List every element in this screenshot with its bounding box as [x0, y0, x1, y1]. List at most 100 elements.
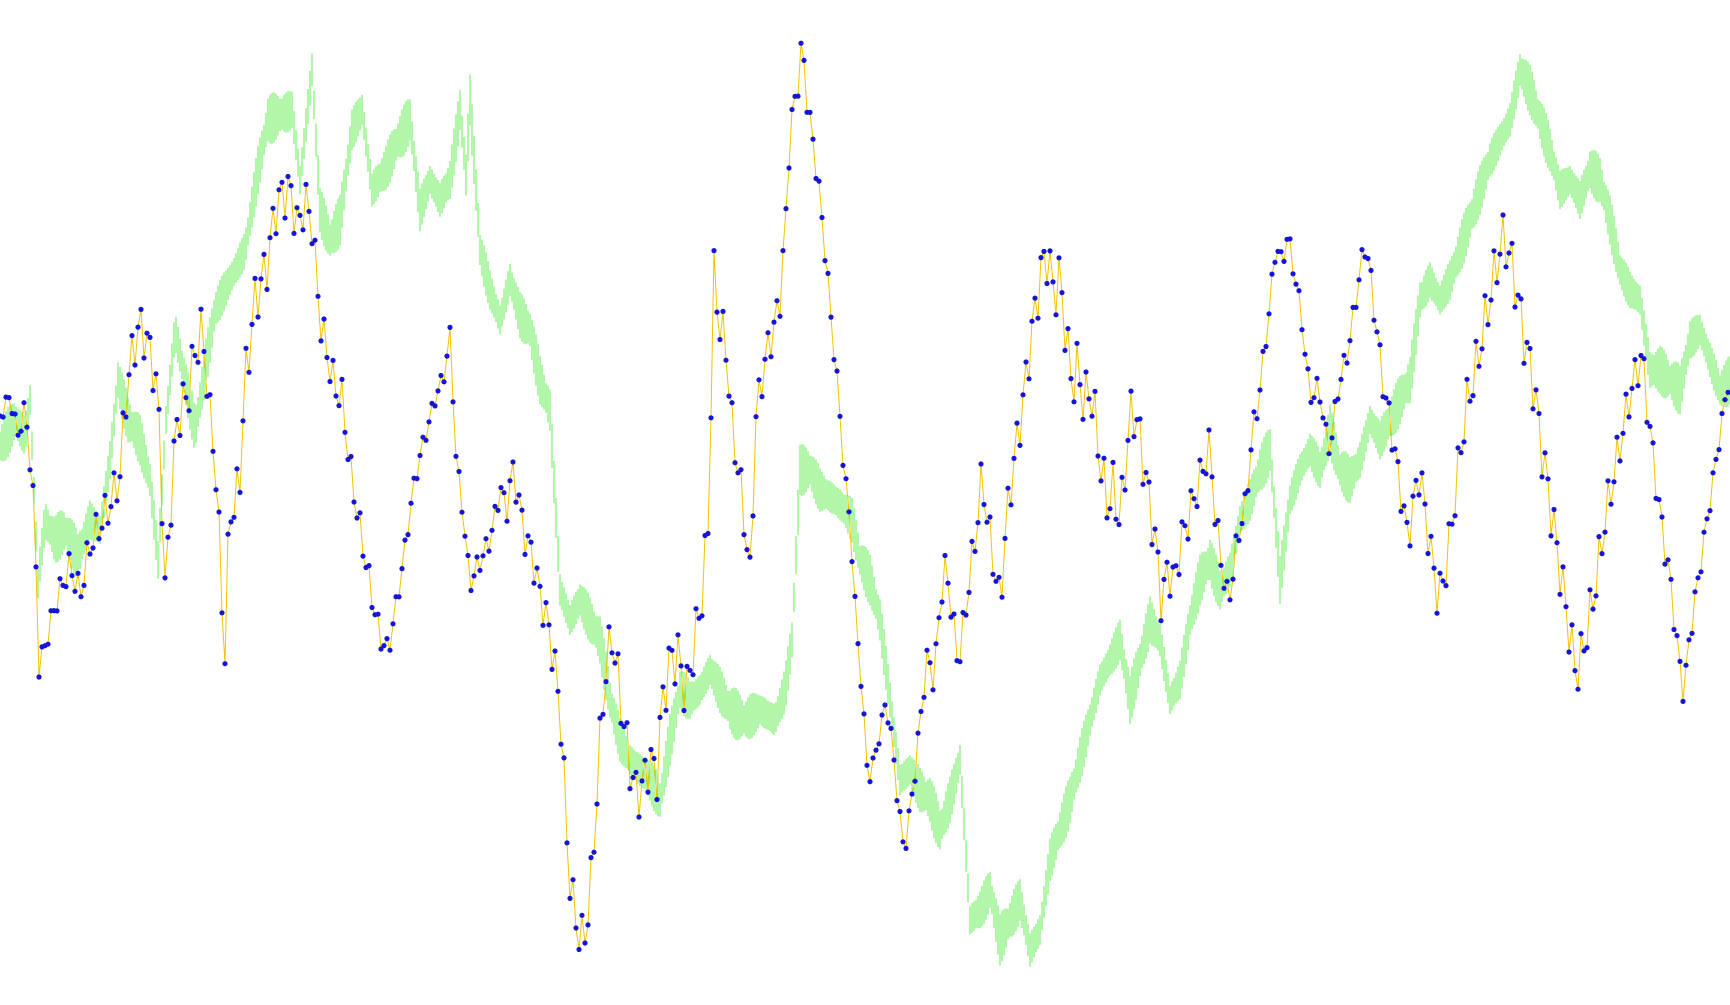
- data-point: [1626, 414, 1632, 420]
- data-point: [513, 499, 519, 505]
- data-point: [852, 593, 858, 600]
- data-point: [561, 755, 567, 761]
- data-point: [876, 741, 882, 747]
- data-point: [759, 394, 765, 400]
- data-point: [693, 606, 699, 612]
- data-point: [1557, 591, 1563, 597]
- data-point: [18, 428, 24, 434]
- data-point: [732, 460, 738, 466]
- data-point: [1056, 255, 1062, 261]
- data-point: [426, 419, 432, 425]
- data-point: [1596, 534, 1602, 540]
- data-point: [1206, 427, 1212, 433]
- data-point: [1509, 240, 1515, 246]
- data-point: [900, 839, 906, 845]
- data-point: [1125, 437, 1131, 443]
- data-point: [1083, 369, 1089, 375]
- data-point: [1392, 446, 1398, 452]
- data-point: [1617, 458, 1623, 464]
- data-point: [1230, 576, 1236, 582]
- data-point: [1581, 648, 1587, 654]
- data-point: [108, 504, 114, 510]
- data-point: [990, 571, 996, 577]
- data-point: [1050, 279, 1056, 285]
- data-point: [639, 778, 645, 784]
- data-point: [315, 293, 321, 299]
- data-point: [1383, 395, 1389, 401]
- data-point: [1317, 399, 1323, 405]
- data-point: [630, 774, 636, 781]
- data-point: [1131, 434, 1137, 440]
- data-point: [66, 551, 72, 557]
- data-point: [249, 321, 255, 327]
- data-point: [258, 276, 264, 282]
- data-point: [765, 330, 771, 336]
- data-point: [744, 547, 750, 553]
- data-point: [1707, 508, 1713, 514]
- data-point: [1119, 474, 1125, 480]
- data-point: [1194, 503, 1200, 510]
- data-point: [1512, 304, 1518, 310]
- data-point: [972, 548, 978, 555]
- data-point: [729, 400, 735, 406]
- data-point: [828, 314, 834, 320]
- data-point: [1671, 626, 1677, 633]
- data-point: [525, 533, 531, 539]
- data-point: [957, 659, 963, 665]
- data-point: [1038, 255, 1044, 261]
- data-point: [117, 474, 123, 480]
- data-point: [492, 503, 498, 509]
- data-point: [246, 369, 252, 375]
- data-point: [978, 461, 984, 467]
- data-point: [1113, 516, 1119, 522]
- data-point: [1599, 551, 1605, 557]
- data-point: [1257, 387, 1263, 393]
- data-point: [825, 270, 831, 276]
- data-point: [1269, 271, 1275, 277]
- data-point: [1566, 649, 1572, 655]
- data-point: [336, 403, 342, 409]
- data-point: [159, 521, 165, 527]
- data-point: [1140, 481, 1146, 487]
- data-point: [1647, 423, 1653, 429]
- data-point: [1578, 631, 1584, 637]
- data-point: [1314, 375, 1320, 381]
- data-point: [1329, 435, 1335, 441]
- data-point: [1008, 502, 1014, 508]
- data-point: [1614, 434, 1620, 440]
- data-point: [651, 755, 657, 762]
- data-point: [1428, 533, 1434, 539]
- data-point: [195, 359, 201, 365]
- data-point: [642, 757, 648, 763]
- data-point: [1419, 470, 1425, 476]
- data-point: [1701, 529, 1707, 535]
- data-point: [564, 840, 570, 846]
- data-point: [609, 650, 615, 656]
- data-point: [897, 808, 903, 815]
- data-point: [1305, 366, 1311, 372]
- data-point: [726, 393, 732, 399]
- data-point: [1629, 385, 1635, 391]
- data-point: [606, 624, 612, 630]
- data-point: [150, 387, 156, 394]
- data-point: [669, 647, 675, 653]
- data-point: [975, 520, 981, 526]
- data-point: [774, 298, 780, 304]
- data-point: [1095, 453, 1101, 459]
- data-point: [1116, 521, 1122, 528]
- data-point: [921, 694, 927, 700]
- data-point: [1002, 535, 1008, 542]
- data-point: [288, 183, 294, 189]
- data-point: [1554, 540, 1560, 546]
- data-point: [1407, 543, 1413, 549]
- data-point: [480, 553, 486, 559]
- data-point: [882, 702, 888, 708]
- data-point: [951, 611, 957, 617]
- data-point: [1689, 630, 1695, 636]
- data-point: [294, 205, 300, 211]
- data-point: [1650, 440, 1656, 446]
- data-point: [501, 490, 507, 496]
- data-point: [1089, 413, 1095, 419]
- data-point: [495, 507, 501, 513]
